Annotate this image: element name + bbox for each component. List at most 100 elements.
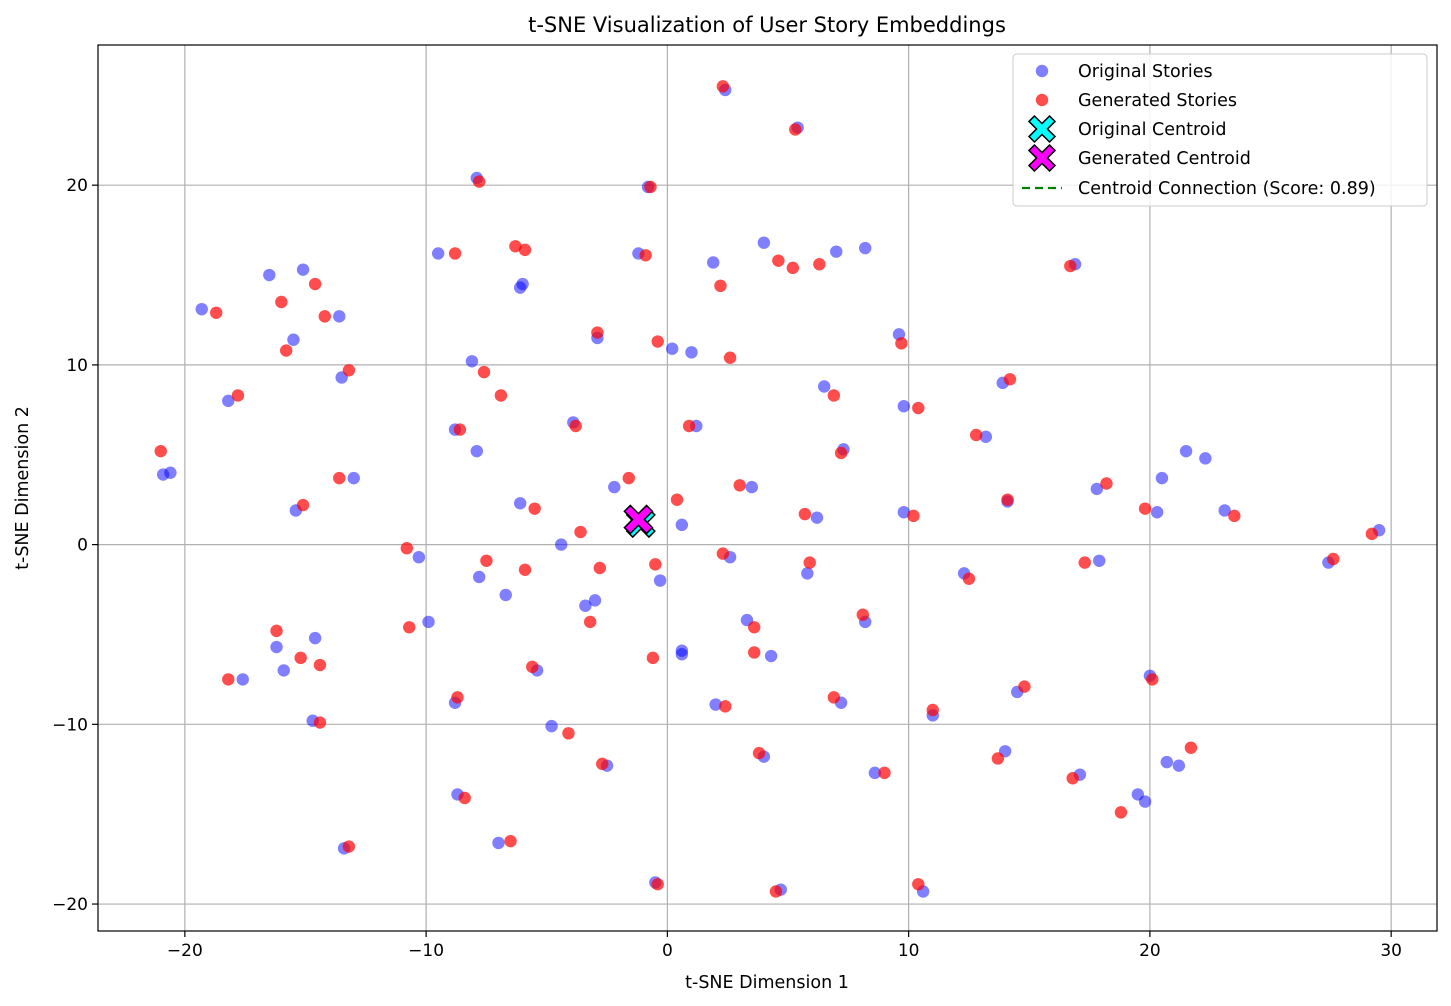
generated-story-point [1064,259,1077,273]
generated-story-point [593,561,607,575]
generated-story-point [231,389,245,402]
generated-story-point [912,401,925,415]
legend-label-generated-centroid: Generated Centroid [1078,149,1251,169]
generated-story-point [716,547,730,560]
original-story-point [810,511,824,524]
generated-story-point [313,658,327,672]
y-tick-label: 10 [66,356,88,376]
generated-centroid-marker [623,504,654,535]
original-story-point [608,480,621,494]
generated-story-point [798,507,812,521]
generated-story-point [400,542,414,555]
original-story-point [675,518,689,532]
generated-story-point [1100,477,1113,490]
generated-story-point [803,556,816,569]
generated-story-point [895,337,908,350]
original-story-point [1172,759,1186,772]
y-tick-label: −20 [52,895,88,915]
original-story-point [757,236,771,249]
original-story-point [499,588,512,602]
generated-story-point [308,277,322,291]
generated-story-point [448,247,462,260]
plot-frame [97,44,1438,932]
original-story-point [263,268,276,282]
y-tick-label: −10 [52,715,88,735]
x-axis-title: t-SNE Dimension 1 [685,973,849,993]
original-story-point [222,394,235,408]
legend-markers [1022,64,1062,190]
generated-story-point [458,791,471,805]
original-story-point [764,649,778,663]
legend-marker-original-stories [1035,64,1049,78]
generated-story-point [1003,373,1017,386]
legend-box [1012,53,1428,207]
generated-story-point [1228,509,1241,523]
original-story-point [830,245,843,258]
original-story-point [347,471,360,485]
original-story-point [675,648,689,661]
y-axis-title: t-SNE Dimension 2 [13,406,33,570]
generated-story-point [827,389,841,402]
generated-story-point [856,608,869,621]
generated-story-point [562,727,575,740]
chart-title: t-SNE Visualization of User Story Embedd… [528,13,1006,37]
original-story-point [653,574,667,587]
legend-label-generated-stories: Generated Stories [1078,91,1237,111]
generated-story-point [644,180,657,194]
x-tick-label: 20 [1139,941,1161,961]
original-story-point [979,430,993,443]
generated-story-point [748,621,761,634]
centroid-markers [623,504,656,539]
generated-story-point [453,423,467,436]
legend-label-centroid-connection: Centroid Connection (Score: 0.89) [1078,179,1376,199]
generated-story-point [313,716,327,729]
generated-story-point [723,351,737,364]
generated-story-point [1365,527,1379,541]
generated-story-point [962,572,976,585]
original-story-point [707,256,720,269]
generated-story-point [786,261,800,275]
original-story-point [1090,482,1104,496]
generated-story-point [926,703,939,717]
original-story-point [287,333,300,346]
generated-story-point [912,878,925,891]
original-story-point [868,766,882,780]
original-story-point [801,567,814,580]
generated-story-point [1146,673,1159,686]
generated-story-point [1184,741,1198,754]
generated-story-point [1138,502,1152,515]
generated-story-point [210,306,223,319]
original-story-point [685,346,698,359]
generated-story-point [991,752,1005,765]
original-story-point [492,836,505,850]
original-story-point [514,281,527,294]
original-story-point [333,310,346,323]
generated-story-point [716,80,730,93]
generated-story-point [969,428,983,442]
generated-story-point [878,766,891,780]
generated-story-point [834,446,848,460]
generated-story-point [472,175,486,188]
generated-story-point [772,254,785,267]
generated-story-point [639,249,652,262]
original-story-point [1160,755,1173,769]
original-story-point [859,241,872,255]
original-story-point [1179,444,1193,458]
x-tick-label: 0 [662,941,673,961]
axis-ticks: −20 −10 0 10 20 30 −20 −10 0 10 20 [52,176,1402,961]
generated-story-point [1078,556,1091,569]
generated-story-point [509,240,522,253]
generated-story-point [591,326,604,339]
original-story-point [465,355,479,368]
original-story-point [422,615,435,629]
generated-story-point [907,509,920,523]
legend-marker-generated-stories [1035,93,1049,107]
original-story-point [195,302,208,316]
generated-story-point [279,344,293,357]
original-story-point [270,640,283,654]
original-story-point [897,506,911,519]
generated-story-point [733,479,746,492]
original-story-point [296,263,310,276]
generated-story-point [622,471,635,485]
